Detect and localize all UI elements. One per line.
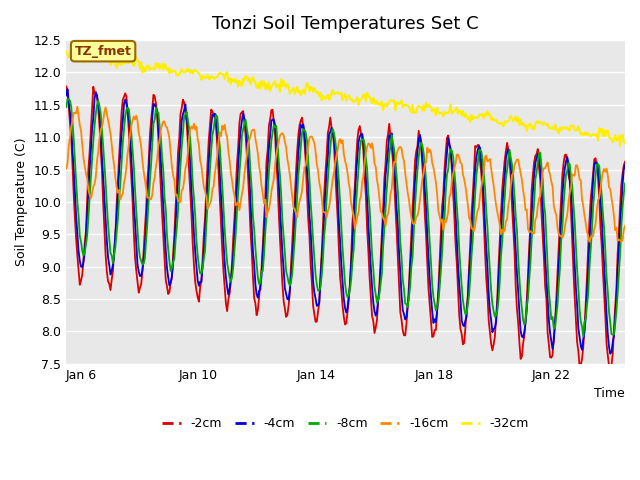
Y-axis label: Soil Temperature (C): Soil Temperature (C): [15, 138, 28, 266]
Legend: -2cm, -4cm, -8cm, -16cm, -32cm: -2cm, -4cm, -8cm, -16cm, -32cm: [157, 412, 534, 435]
Title: Tonzi Soil Temperatures Set C: Tonzi Soil Temperatures Set C: [212, 15, 479, 33]
Text: TZ_fmet: TZ_fmet: [75, 45, 132, 58]
X-axis label: Time: Time: [595, 387, 625, 400]
